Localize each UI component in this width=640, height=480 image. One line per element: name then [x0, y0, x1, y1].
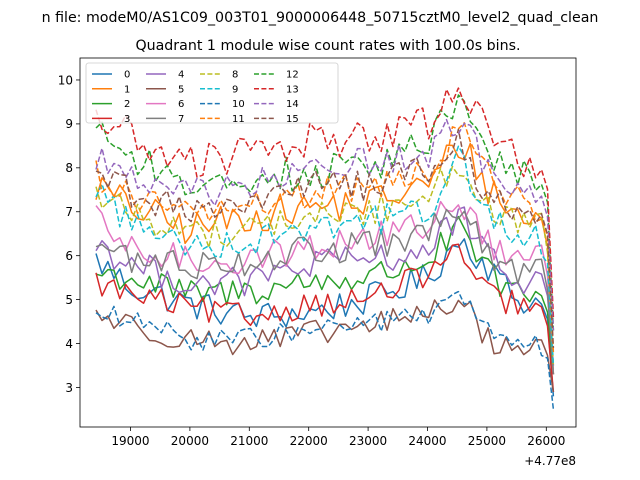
y-tick-label: 7	[65, 205, 73, 219]
series-line-4	[95, 206, 555, 366]
legend-label-6: 6	[178, 99, 184, 110]
legend-label-12: 12	[286, 70, 299, 81]
chart-title: Quadrant 1 module wise count rates with …	[135, 38, 520, 54]
y-tick-label: 4	[65, 337, 73, 351]
x-tick-label: 25000	[468, 434, 506, 448]
series-line-11	[95, 122, 555, 353]
legend-label-1: 1	[124, 84, 130, 95]
series-line-13	[95, 87, 555, 318]
series-line-15	[95, 128, 555, 348]
y-tick-label: 8	[65, 161, 73, 175]
x-tick-label: 26000	[527, 434, 565, 448]
legend-label-2: 2	[124, 99, 130, 110]
legend-label-7: 7	[178, 114, 184, 125]
series-lines	[95, 87, 555, 410]
series-line-7	[95, 208, 555, 375]
x-tick-label: 22000	[290, 434, 328, 448]
series-line-3	[95, 243, 555, 392]
series-line-5	[95, 299, 555, 393]
series-line-12	[95, 94, 555, 331]
legend-label-8: 8	[232, 70, 238, 81]
series-line-9	[95, 145, 555, 366]
y-tick-label: 6	[65, 249, 73, 263]
x-tick-label: 19000	[111, 434, 149, 448]
legend-label-10: 10	[232, 99, 245, 110]
x-tick-label: 20000	[171, 434, 209, 448]
legend-label-9: 9	[232, 84, 238, 95]
legend-label-0: 0	[124, 70, 130, 81]
axes: 19000 20000 21000 22000 23000 24000 25000 26000…	[58, 73, 566, 448]
series-line-10	[95, 290, 555, 410]
plot-frame	[79, 57, 577, 428]
series-line-2	[95, 215, 555, 375]
chart-suptitle: n file: modeM0/AS1C09_003T01_9000006448_…	[42, 10, 599, 26]
legend-label-15: 15	[286, 114, 299, 125]
series-line-6	[95, 200, 555, 375]
y-tick-label: 3	[65, 381, 73, 395]
x-tick-label: 23000	[349, 434, 387, 448]
legend-label-11: 11	[232, 114, 245, 125]
y-tick-label: 5	[65, 293, 73, 307]
series-line-14	[95, 118, 555, 331]
y-tick-label: 10	[58, 73, 73, 87]
legend-frame	[85, 62, 339, 124]
series-line-0	[95, 238, 555, 397]
legend-label-4: 4	[178, 70, 184, 81]
legend-label-5: 5	[178, 84, 184, 95]
legend-label-3: 3	[124, 114, 130, 125]
legend-label-14: 14	[286, 99, 299, 110]
x-tick-label: 24000	[408, 434, 446, 448]
x-offset-label: +4.77e8	[524, 454, 576, 468]
y-tick-label: 9	[65, 117, 73, 131]
legend-label-13: 13	[286, 84, 299, 95]
x-tick-label: 21000	[230, 434, 268, 448]
